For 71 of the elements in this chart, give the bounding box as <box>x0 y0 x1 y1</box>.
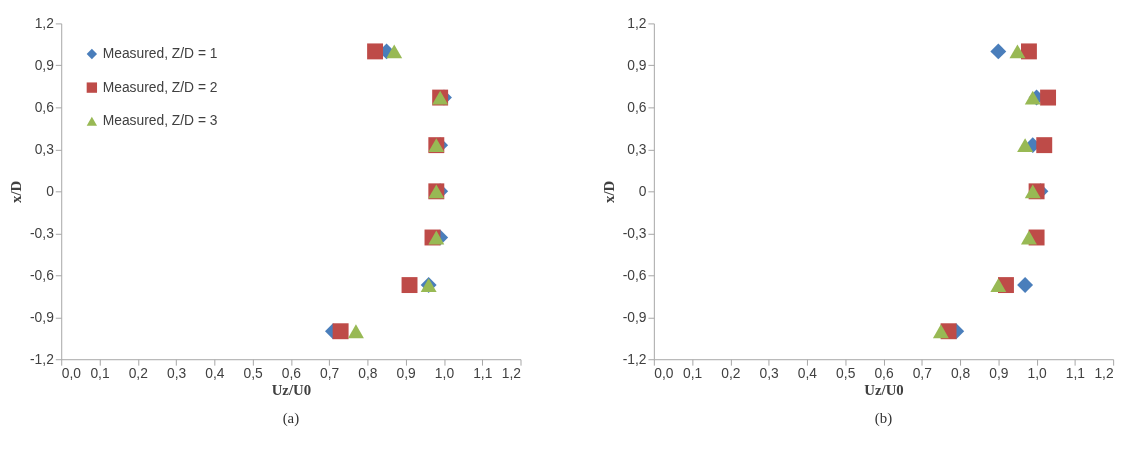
y-axis-title: x/D <box>600 180 617 203</box>
point <box>1024 90 1041 105</box>
x-axis-title: Uz/U0 <box>271 382 312 399</box>
point <box>347 324 364 339</box>
y-tick-label: 0 <box>46 182 55 199</box>
point <box>1024 184 1041 199</box>
y-tick-label: -0,9 <box>622 308 647 325</box>
x-tick-label: 0,6 <box>281 365 302 382</box>
point <box>401 277 418 294</box>
x-tick-label: 0,0 <box>654 365 674 382</box>
x-tick-label: 1,1 <box>473 365 493 382</box>
point <box>1020 230 1037 245</box>
x-tick-label: 0,8 <box>358 365 378 382</box>
x-tick-label: 1,2 <box>501 365 522 382</box>
y-tick-label: 0,9 <box>627 56 647 73</box>
point <box>1009 44 1026 59</box>
point <box>1040 89 1057 106</box>
x-tick-label: 0,0 <box>61 365 82 382</box>
x-tick-label: 1,0 <box>1027 365 1047 382</box>
point <box>1020 43 1037 60</box>
x-tick-label: 0,5 <box>836 365 856 382</box>
x-tick-label: 0,5 <box>243 365 264 382</box>
x-tick-label: 0,4 <box>797 365 818 382</box>
y-tick-label: 0,3 <box>34 140 55 157</box>
x-tick-label: 0,6 <box>874 365 894 382</box>
text: (a) <box>282 410 300 428</box>
point <box>367 43 384 60</box>
point <box>386 44 403 59</box>
y-tick-label: 1,2 <box>627 14 647 31</box>
x-tick-label: 0,7 <box>912 365 932 382</box>
y-tick-label: -1,2 <box>30 350 54 367</box>
y-tick-label: -0,3 <box>622 224 647 241</box>
x-tick-label: 0,9 <box>396 365 417 382</box>
point <box>428 230 445 245</box>
y-tick-label: 0 <box>638 182 647 199</box>
y-tick-label: 0,9 <box>34 56 55 73</box>
y-tick-label: 0,3 <box>627 140 647 157</box>
y-tick-label: -1,2 <box>622 350 647 367</box>
x-tick-label: 0,1 <box>90 365 110 382</box>
y-tick-label: 0,6 <box>34 98 55 115</box>
point <box>990 43 1007 60</box>
y-tick-label: 0,6 <box>627 98 647 115</box>
y-tick-label: -0,6 <box>622 266 647 283</box>
y-tick-label: -0,6 <box>30 266 55 283</box>
y-tick-label: -0,3 <box>30 224 55 241</box>
point <box>332 323 349 340</box>
x-tick-label: 1,0 <box>434 365 455 382</box>
point <box>990 278 1007 292</box>
x-tick-label: 0,9 <box>989 365 1009 382</box>
point <box>1017 277 1034 294</box>
x-tick-label: 0,8 <box>950 365 971 382</box>
y-axis-title: x/D <box>8 180 25 203</box>
x-tick-label: 0,3 <box>166 365 187 382</box>
legend-label: Measured, Z/D = 2 <box>102 78 218 95</box>
point <box>1036 137 1053 154</box>
x-axis-title: Uz/U0 <box>864 382 904 399</box>
text: (b) <box>874 410 893 428</box>
x-tick-label: 1,2 <box>1094 365 1114 382</box>
x-tick-label: 0,4 <box>205 365 225 382</box>
y-tick-label: 1,2 <box>34 14 54 31</box>
x-tick-label: 0,3 <box>759 365 780 382</box>
point <box>1017 138 1034 153</box>
legend-label: Measured, Z/D = 1 <box>102 44 218 61</box>
x-tick-label: 1,1 <box>1065 365 1085 382</box>
x-tick-label: 0,2 <box>721 365 741 382</box>
legend-label: Measured, Z/D = 3 <box>102 112 218 129</box>
y-tick-label: -0,9 <box>30 308 55 325</box>
x-tick-label: 0,1 <box>683 365 703 382</box>
x-tick-label: 0,2 <box>128 365 148 382</box>
point <box>932 324 949 339</box>
x-tick-label: 0,7 <box>320 365 340 382</box>
